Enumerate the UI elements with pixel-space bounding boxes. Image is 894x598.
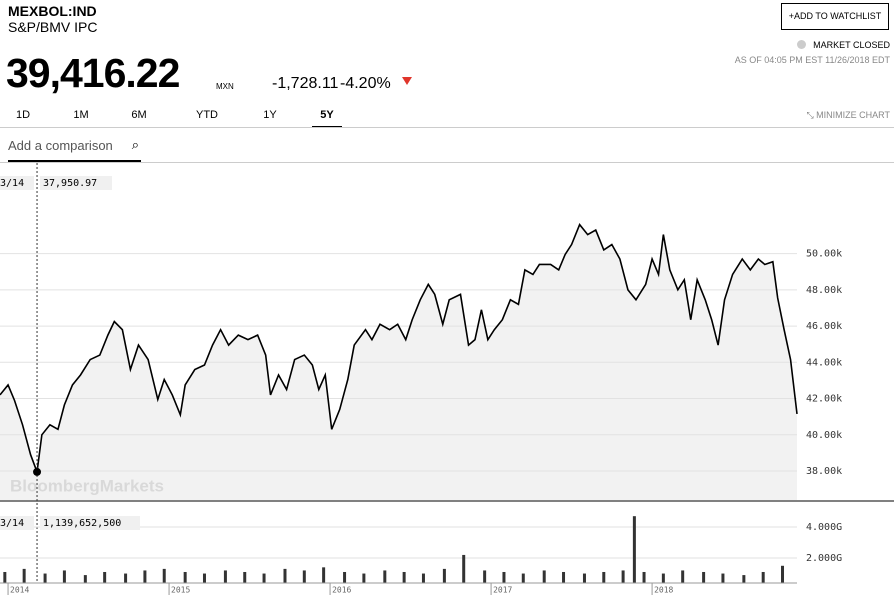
- change-percent: -4.20%: [340, 75, 391, 92]
- price-line: [0, 223, 798, 473]
- volume-bar: [602, 571, 606, 583]
- volume-bar: [223, 570, 227, 583]
- volume-bar: [243, 571, 247, 583]
- volume-bar: [621, 570, 625, 583]
- x-tick-label: 2015: [171, 586, 190, 595]
- volume-bar: [483, 570, 487, 583]
- volume-bar: [103, 571, 107, 583]
- watermark: BloombergMarkets: [10, 476, 164, 495]
- x-tick-label: 2017: [493, 586, 512, 595]
- volume-bar: [22, 568, 26, 583]
- volume-bar: [402, 571, 406, 583]
- volume-bar: [143, 570, 147, 583]
- tabs-divider: [0, 127, 894, 128]
- comparison-placeholder: Add a comparison: [8, 138, 113, 153]
- x-tick-label: 2016: [332, 586, 351, 595]
- volume-bar: [124, 573, 128, 583]
- status-dot: [797, 40, 806, 49]
- search-icon: ⌕: [131, 137, 139, 152]
- crosshair-value: 1,139,652,500: [43, 518, 121, 529]
- volume-bar: [202, 573, 206, 583]
- volume-bar: [632, 516, 636, 583]
- y-tick-label: 42.00k: [806, 394, 842, 405]
- range-tab[interactable]: 1M: [73, 109, 89, 121]
- plus-icon: +: [788, 11, 795, 21]
- x-tick-label: 2014: [10, 586, 29, 595]
- volume-bar: [302, 570, 306, 583]
- crosshair-value-bg: [40, 176, 112, 190]
- y-tick-label: 2.000G: [806, 553, 842, 564]
- volume-bar: [462, 554, 466, 583]
- volume-bar: [562, 571, 566, 583]
- volume-bar: [183, 571, 187, 583]
- down-arrow: [402, 77, 412, 85]
- volume-bar: [322, 567, 326, 583]
- volume-bar: [702, 571, 706, 583]
- range-tab[interactable]: 1D: [15, 109, 31, 121]
- volume-bar: [502, 571, 506, 583]
- y-tick-label: 4.000G: [806, 522, 842, 533]
- crosshair-date-bg: [0, 516, 34, 530]
- volume-bar: [343, 571, 347, 583]
- crosshair-date: 03/14: [0, 518, 24, 529]
- comparison-input[interactable]: Add a comparison ⌕: [8, 137, 141, 162]
- volume-bar: [421, 573, 425, 583]
- volume-bar: [83, 575, 87, 583]
- y-tick-label: 50.00k: [806, 249, 842, 260]
- range-tab[interactable]: 5Y: [312, 106, 342, 128]
- volume-bar: [681, 570, 685, 583]
- market-status: MARKET CLOSED: [813, 40, 890, 50]
- volume-bar: [582, 573, 586, 583]
- change: -1,728.11: [272, 75, 339, 92]
- y-tick-label: 46.00k: [806, 321, 842, 332]
- range-tab[interactable]: YTD: [196, 109, 218, 121]
- volume-bar: [262, 573, 266, 583]
- y-tick-label: 48.00k: [806, 285, 842, 296]
- volume-bar: [542, 570, 546, 583]
- range-tab[interactable]: 1Y: [263, 109, 277, 121]
- y-tick-label: 40.00k: [806, 430, 842, 441]
- minimize-label: MINIMIZE CHART: [816, 110, 890, 120]
- crosshair-value-bg: [40, 516, 140, 530]
- volume-bar: [362, 573, 366, 583]
- volume-bar: [761, 571, 765, 583]
- volume-bar: [43, 573, 47, 583]
- volume-bar: [721, 573, 725, 583]
- range-tab[interactable]: 6M: [131, 109, 147, 121]
- crosshair-value: 37,950.97: [43, 178, 97, 189]
- price: 39,416.22: [6, 50, 180, 96]
- volume-bar: [642, 571, 646, 583]
- y-tick-label: 38.00k: [806, 466, 842, 477]
- as-of: AS OF 04:05 PM EST 11/26/2018 EDT: [734, 55, 890, 65]
- minimize-chart[interactable]: ⤡ MINIMIZE CHART: [806, 110, 890, 120]
- currency: MXN: [216, 82, 234, 91]
- volume-bar: [521, 573, 525, 583]
- crosshair-date-bg: [0, 176, 34, 190]
- crosshair-dot: [33, 467, 42, 476]
- x-tick-label: 2018: [654, 586, 673, 595]
- watchlist-label: ADD TO WATCHLIST: [794, 11, 882, 21]
- index-name: S&P/BMV IPC: [8, 19, 98, 35]
- comparison-divider: [0, 162, 894, 163]
- ticker: MEXBOL:IND: [8, 3, 97, 19]
- volume-bar: [742, 575, 746, 583]
- volume-bar: [383, 570, 387, 583]
- crosshair-date: 03/14: [0, 178, 24, 189]
- volume-bar: [62, 570, 66, 583]
- volume-bar: [283, 568, 287, 583]
- volume-bar: [3, 571, 7, 583]
- volume-bar: [781, 565, 785, 583]
- y-tick-label: 44.00k: [806, 357, 842, 368]
- watchlist-button[interactable]: +ADD TO WATCHLIST: [781, 3, 889, 30]
- volume-bar: [162, 568, 166, 583]
- volume-bar: [661, 573, 665, 583]
- volume-bar: [442, 568, 446, 583]
